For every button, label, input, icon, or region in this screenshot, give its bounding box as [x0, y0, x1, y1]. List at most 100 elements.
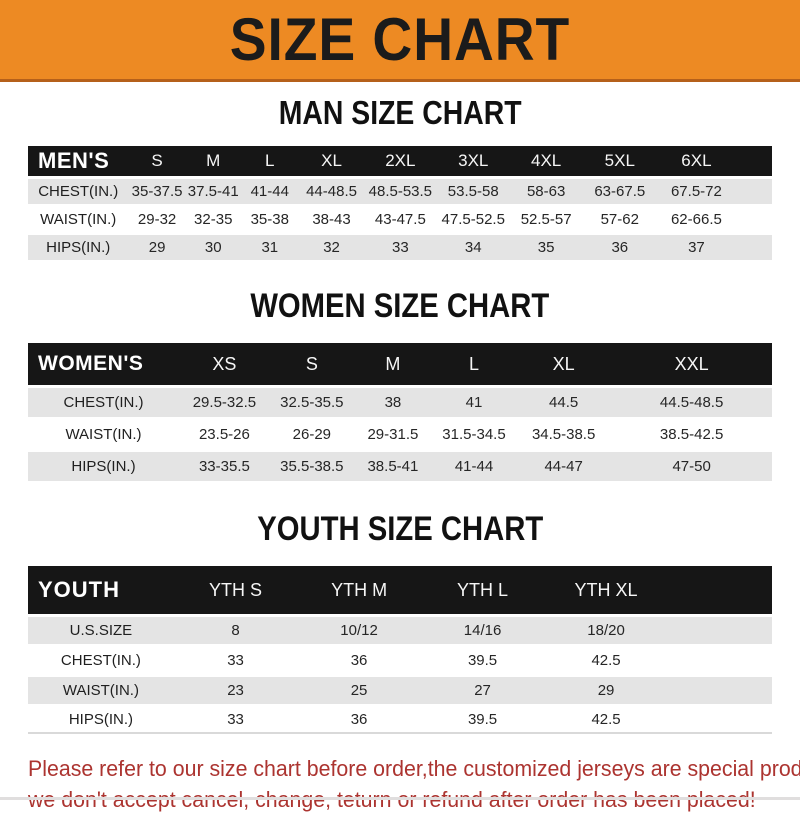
size-value-cell: 35-38	[250, 211, 289, 228]
youth-size-table: YOUTH YTH S YTH M YTH L YTH XL U.S.SIZE 8 10/12…	[28, 563, 772, 737]
size-value-cell: 42.5	[544, 707, 668, 734]
filler-cell	[735, 235, 772, 260]
size-value-cell: 38-43	[312, 211, 351, 228]
row-label: HIPS(IN.)	[46, 239, 111, 256]
size-column-header: L	[468, 353, 479, 374]
size-value-cell: 37.5-41	[187, 183, 239, 200]
size-value-cell: 36	[297, 707, 421, 734]
size-value-cell: 47.5-52.5	[441, 211, 505, 228]
size-value-cell: 44.5-48.5	[659, 394, 724, 411]
size-value-cell: 29-31.5	[367, 426, 419, 443]
size-value-cell: 42.5	[591, 652, 621, 669]
size-value-cell: 31.5-34.5	[442, 426, 506, 443]
size-value-cell: 32-35	[194, 211, 233, 228]
row-label: WAIST(IN.)	[40, 211, 117, 228]
size-value-cell: 53.5-58	[447, 183, 499, 200]
size-value-cell: 29.5-32.5	[192, 394, 257, 411]
size-value-cell: 14/16	[463, 622, 502, 639]
filler-cell	[668, 677, 772, 704]
size-column-header: 4XL	[531, 151, 562, 170]
size-value-cell: 38.5-42.5	[659, 426, 724, 443]
size-value-cell: 58-63	[526, 183, 566, 200]
size-column-header: XXL	[674, 353, 709, 374]
filler-cell	[668, 566, 772, 614]
measurement-row: U.S.SIZE 8 10/12 14/16 18/20	[28, 617, 772, 644]
row-label: HIPS(IN.)	[71, 458, 136, 475]
size-value-cell: 33	[392, 239, 409, 256]
size-column-header: 6XL	[681, 151, 712, 170]
row-label: CHEST(IN.)	[38, 183, 119, 200]
table-title-cell: WOMEN'S	[38, 352, 144, 375]
size-value-cell: 36	[350, 652, 368, 669]
size-column-header: YTH S	[209, 579, 263, 600]
size-value-cell: 41	[465, 394, 483, 411]
size-value-cell: 25	[350, 682, 368, 699]
size-column-header: YTH M	[331, 579, 388, 600]
size-column-header: 3XL	[458, 151, 489, 170]
size-value-cell: 62-66.5	[670, 211, 722, 228]
measurement-row: HIPS(IN.) 29 30 31 32 33 34 35 36 37	[28, 235, 772, 260]
size-value-cell: 30	[204, 239, 222, 256]
size-value-cell: 52.5-57	[520, 211, 572, 228]
size-value-cell: 32	[323, 239, 340, 256]
size-column-header: YTH XL	[574, 579, 638, 600]
bottom-edge-strip	[0, 797, 800, 800]
size-value-cell: 43-47.5	[374, 211, 426, 228]
size-column-header: XL	[321, 151, 342, 170]
size-header-row: MEN'S S M L XL 2XL 3XL 4XL 5XL 6XL	[28, 146, 772, 176]
size-value-cell: 23.5-26	[198, 426, 250, 443]
size-value-cell: 38.5-41	[367, 458, 419, 475]
size-value-cell: 44-47	[544, 458, 583, 475]
size-value-cell: 39.5	[420, 707, 545, 734]
size-value-cell: 44-48.5	[306, 183, 357, 200]
size-value-cell: 26-29	[292, 426, 332, 443]
man-size-chart-heading: MAN SIZE CHART	[278, 94, 522, 131]
women-size-table: WOMEN'S XS S M L XL XXL CHEST(IN.) 29.5-32.5 32.5…	[28, 340, 772, 484]
size-value-cell: 10/12	[340, 622, 378, 639]
size-value-cell: 41-44	[454, 458, 494, 475]
content-area: MAN SIZE CHART MEN'S S M L XL 2XL 3XL 4XL 5XL 6XL…	[0, 82, 800, 737]
size-value-cell: 33	[173, 707, 298, 734]
size-column-header: M	[385, 353, 401, 374]
size-value-cell: 41-44	[250, 183, 289, 200]
size-value-cell: 27	[474, 682, 491, 699]
footer-line-1: Please refer to our size chart before or…	[28, 756, 800, 781]
size-value-cell: 23	[227, 682, 244, 699]
size-value-cell: 33-35.5	[198, 458, 250, 475]
measurement-row: HIPS(IN.) 33 36 39.5 42.5	[28, 707, 772, 734]
size-header-row: WOMEN'S XS S M L XL XXL	[28, 343, 772, 385]
size-column-header: S	[305, 353, 318, 374]
filler-cell	[735, 207, 772, 232]
size-value-cell: 29	[148, 239, 166, 256]
size-column-header: 5XL	[604, 151, 635, 170]
size-value-cell: 57-62	[600, 211, 639, 228]
men-size-table: MEN'S S M L XL 2XL 3XL 4XL 5XL 6XL CHEST(IN.) 35-37…	[28, 143, 772, 263]
size-value-cell: 36	[611, 239, 629, 256]
row-label: WAIST(IN.)	[62, 682, 139, 699]
size-value-cell: 35	[537, 239, 555, 256]
size-value-cell: 67.5-72	[670, 183, 722, 200]
size-value-cell: 29	[597, 682, 615, 699]
size-column-header: S	[151, 151, 163, 170]
size-column-header: YTH L	[457, 579, 509, 600]
measurement-row: WAIST(IN.) 23.5-26 26-29 29-31.5 31.5-34.5 34…	[28, 420, 772, 449]
filler-cell	[735, 179, 772, 204]
size-column-header: 2XL	[385, 151, 416, 170]
filler-cell	[735, 146, 772, 176]
size-value-cell: 47-50	[672, 458, 711, 475]
row-label: WAIST(IN.)	[65, 426, 142, 443]
size-value-cell: 39.5	[467, 652, 498, 669]
size-value-cell: 32.5-35.5	[280, 394, 344, 411]
measurement-row: CHEST(IN.) 35-37.5 37.5-41 41-44 44-48.5 48.5…	[28, 179, 772, 204]
filler-cell	[668, 617, 772, 644]
size-value-cell: 48.5-53.5	[368, 183, 433, 200]
measurement-row: CHEST(IN.) 33 36 39.5 42.5	[28, 647, 772, 674]
filler-cell	[667, 707, 772, 734]
banner-title: SIZE CHART	[229, 5, 571, 73]
row-label: CHEST(IN.)	[63, 394, 144, 411]
size-value-cell: 31	[261, 239, 279, 256]
size-value-cell: 38	[384, 394, 402, 411]
size-value-cell: 35-37.5	[131, 183, 183, 200]
size-column-header: M	[206, 151, 221, 170]
size-value-cell: 29-32	[137, 211, 177, 228]
